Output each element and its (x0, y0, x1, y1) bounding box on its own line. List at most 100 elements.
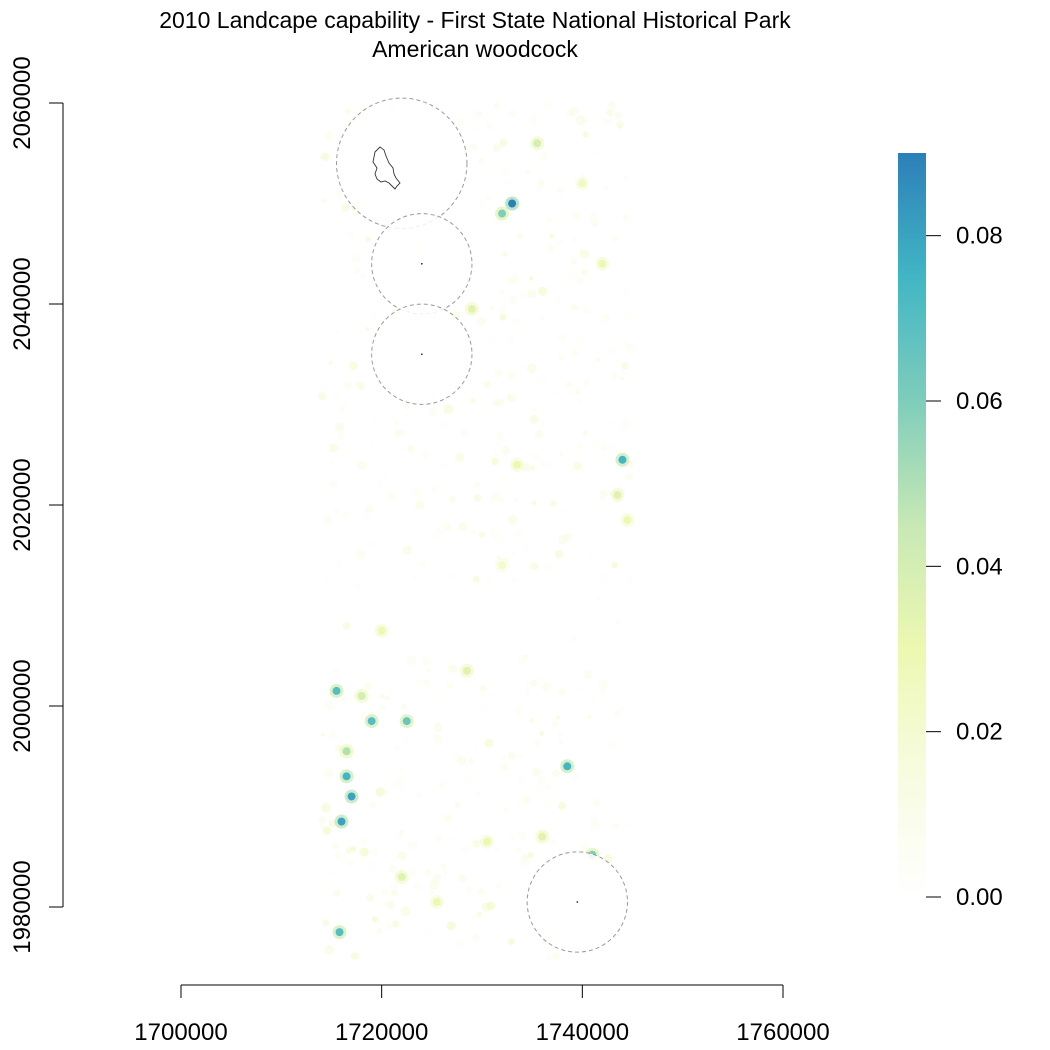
raster-cell (322, 826, 332, 835)
raster-cell (341, 203, 350, 212)
raster-cell (321, 900, 326, 906)
raster-cell (443, 404, 454, 415)
raster-cell (509, 386, 519, 397)
raster-cell (351, 254, 360, 263)
raster-cell (476, 580, 483, 587)
raster-cell (460, 845, 470, 854)
raster-cell (444, 814, 452, 822)
hotspot (357, 691, 366, 700)
raster-cell (492, 221, 499, 227)
raster-cell (441, 918, 449, 926)
raster-cell (612, 823, 619, 830)
raster-cell (346, 230, 355, 239)
raster-cell (625, 472, 633, 481)
raster-cell (356, 670, 364, 678)
raster-cell (517, 752, 524, 759)
raster-cell (403, 736, 409, 742)
hotspot (538, 832, 547, 841)
raster-cell (505, 244, 513, 253)
raster-cell (382, 872, 391, 881)
map-subtitle: American woodcock (372, 36, 578, 62)
raster-cell (620, 404, 630, 414)
raster-cell (488, 433, 498, 443)
raster-cell (591, 785, 596, 791)
colorbar-tick-label: 0.04 (956, 553, 1003, 580)
raster-cell (546, 244, 554, 252)
raster-cell (408, 868, 418, 878)
raster-cell (532, 767, 541, 776)
hotspot (462, 666, 471, 675)
raster-cell (607, 436, 612, 441)
raster-cell (381, 888, 389, 896)
raster-cell (353, 444, 362, 453)
raster-cell (499, 313, 507, 321)
raster-cell (522, 308, 530, 317)
raster-cell (323, 516, 333, 526)
raster-cell (424, 679, 430, 686)
raster-cell (344, 381, 353, 389)
raster-cell (627, 460, 634, 468)
raster-cell (472, 934, 480, 942)
raster-cell (525, 169, 530, 175)
raster-cell (596, 357, 601, 362)
raster-cell (324, 944, 335, 955)
raster-cell (552, 952, 560, 960)
raster-cell (458, 874, 467, 883)
raster-cell (568, 386, 577, 395)
raster-cell (454, 752, 460, 759)
raster-cell (471, 143, 478, 151)
raster-cell (394, 926, 401, 933)
raster-cell (509, 296, 518, 305)
raster-cell (394, 744, 400, 751)
raster-cell (322, 919, 330, 927)
x-tick-label: 1700000 (134, 1019, 227, 1046)
raster-cell (321, 153, 330, 162)
raster-cell (435, 835, 443, 843)
raster-cell (594, 101, 599, 106)
raster-cell (394, 420, 399, 425)
raster-cell (364, 504, 374, 514)
raster-cell (422, 950, 430, 958)
raster-cell (526, 938, 532, 944)
raster-cell (519, 855, 530, 866)
raster-cell (627, 435, 633, 441)
raster-cell (342, 421, 349, 427)
raster-cell (406, 655, 417, 666)
buffer-layer (336, 97, 628, 953)
raster-cell (454, 801, 461, 808)
raster-cell (537, 766, 548, 776)
raster-cell (477, 201, 486, 210)
colorbar-tick-label: 0.06 (956, 388, 1003, 415)
raster-cell (364, 538, 375, 549)
raster-cell (558, 206, 564, 212)
raster-cell (548, 563, 555, 570)
raster-cell (381, 778, 389, 787)
hotspot (618, 455, 627, 464)
raster-cell (507, 336, 515, 344)
raster-cell (419, 560, 426, 567)
raster-cell (366, 248, 371, 253)
raster-cell (583, 379, 590, 386)
raster-cell (499, 289, 504, 294)
raster-cell (570, 258, 577, 265)
raster-cell (537, 264, 544, 271)
raster-cell (397, 851, 407, 861)
raster-cell (531, 500, 537, 506)
raster-cell (613, 361, 621, 369)
colorbar-tick-label: 0.00 (956, 884, 1003, 911)
raster-cell (499, 497, 506, 504)
raster-cell (438, 520, 447, 530)
raster-cell (511, 268, 519, 276)
raster-cell (496, 431, 504, 439)
hotspot (613, 490, 622, 499)
raster-cell (511, 578, 516, 584)
raster-cell (477, 570, 484, 578)
raster-cell (624, 312, 635, 323)
raster-cell (407, 445, 415, 454)
raster-cell (375, 787, 386, 797)
raster-cell (564, 663, 572, 670)
raster-cell (321, 802, 331, 813)
raster-cell (506, 278, 512, 284)
raster-cell (437, 572, 444, 578)
raster-cell (549, 164, 556, 172)
